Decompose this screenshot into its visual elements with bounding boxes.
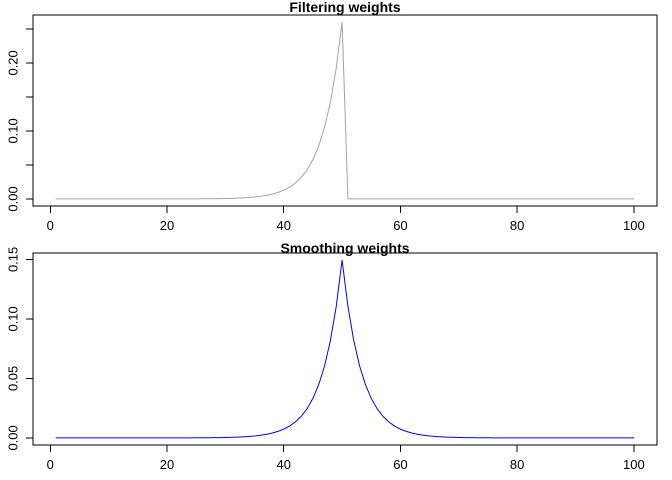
smoothing-weights-curve <box>55 259 635 439</box>
y-axis-tick-label: 0.10 <box>6 306 21 331</box>
y-axis-tick-label: 0.15 <box>6 247 21 272</box>
y-axis-tick-label: 0.00 <box>6 425 21 450</box>
x-axis-tick-label: 60 <box>393 457 407 472</box>
x-axis-tick-label: 20 <box>160 457 174 472</box>
x-axis-tick-label: 60 <box>393 218 407 233</box>
y-axis-tick-label: 0.05 <box>6 366 21 391</box>
smoothing-chart-title: Smoothing weights <box>280 240 410 256</box>
x-axis-tick-label: 80 <box>510 218 524 233</box>
smoothing-weights-panel: Smoothing weights 0 20 40 60 80 100 0.00 0.05 0.… <box>0 240 672 480</box>
x-axis-tick-label: 20 <box>160 218 174 233</box>
x-axis-tick-label: 80 <box>510 457 524 472</box>
y-axis-tick-label: 0.20 <box>6 50 21 75</box>
plot-box <box>32 252 658 446</box>
filtering-plot-svg: 0 20 40 60 80 100 0.00 0.10 0.20 <box>6 14 658 233</box>
x-axis-tick-label: 100 <box>623 457 645 472</box>
x-axis-tick-label: 0 <box>47 218 54 233</box>
y-axis-tick-label: 0.10 <box>6 118 21 143</box>
x-axis-tick-label: 40 <box>276 457 290 472</box>
x-axis-tick-label: 40 <box>276 218 290 233</box>
smoothing-plot-svg: 0 20 40 60 80 100 0.00 0.05 0.10 0.15 <box>6 247 658 472</box>
filtering-weights-panel: Filtering weights 0 20 40 60 80 100 0.00 0.10 0.… <box>6 0 658 233</box>
filtering-chart-title: Filtering weights <box>289 0 401 15</box>
y-axis-tick-label: 0.00 <box>6 186 21 211</box>
x-axis-tick-label: 0 <box>47 457 54 472</box>
x-axis-tick-label: 100 <box>623 218 645 233</box>
plot-box <box>32 14 658 207</box>
filtering-weights-curve <box>55 21 635 200</box>
